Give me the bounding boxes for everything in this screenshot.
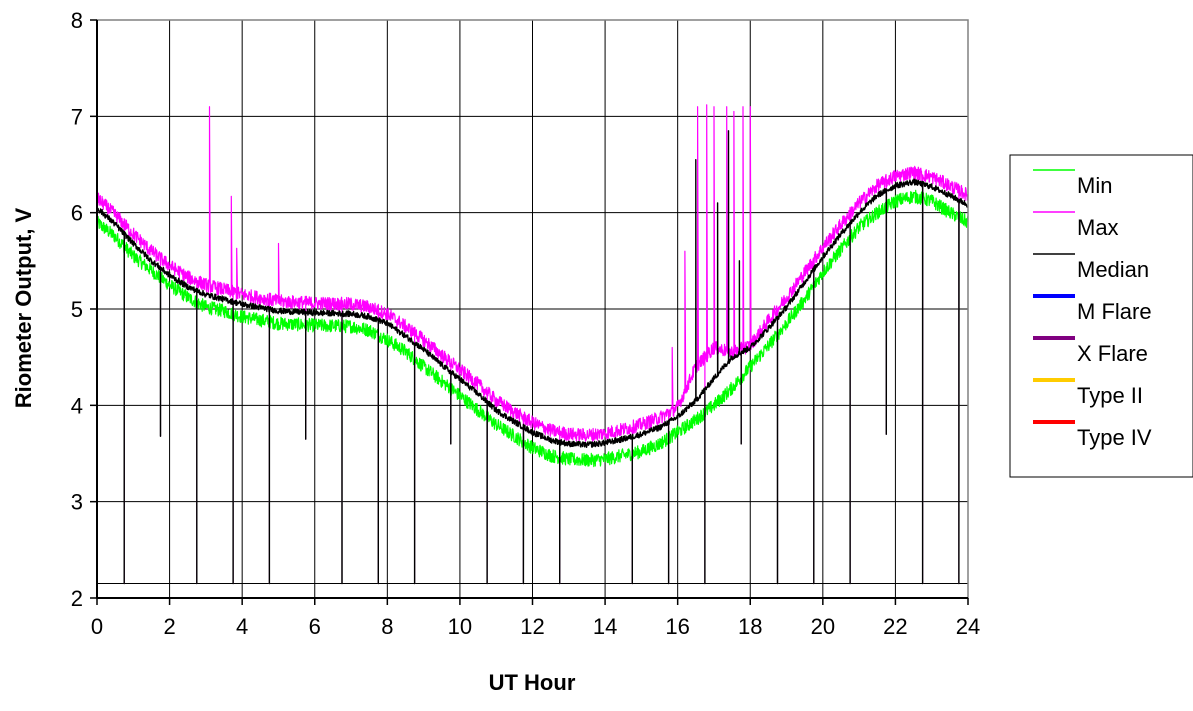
legend-label-type-ii: Type II	[1077, 383, 1143, 408]
series-line-median	[96, 130, 969, 585]
series-line-min	[96, 189, 969, 585]
legend-label-m-flare: M Flare	[1077, 299, 1152, 324]
x-tick-label: 2	[163, 614, 175, 639]
y-tick-label: 2	[71, 586, 83, 611]
legend-label-type-iv: Type IV	[1077, 425, 1152, 450]
series-layer	[96, 104, 969, 585]
y-tick-label: 4	[71, 393, 83, 418]
x-tick-label: 4	[236, 614, 248, 639]
series-line-max	[96, 104, 969, 585]
x-axis-title: UT Hour	[489, 670, 576, 695]
y-tick-label: 5	[71, 297, 83, 322]
x-tick-label: 16	[665, 614, 689, 639]
legend-label-max: Max	[1077, 215, 1119, 240]
x-tick-label: 18	[738, 614, 762, 639]
x-tick-label: 0	[91, 614, 103, 639]
y-tick-label: 6	[71, 201, 83, 226]
x-tick-label: 10	[448, 614, 472, 639]
x-tick-label: 12	[520, 614, 544, 639]
legend-label-min: Min	[1077, 173, 1112, 198]
x-tick-label: 8	[381, 614, 393, 639]
legend-label-x-flare: X Flare	[1077, 341, 1148, 366]
x-tick-label: 22	[883, 614, 907, 639]
y-axis-title: Riometer Output, V	[11, 207, 36, 408]
x-tick-label: 24	[956, 614, 980, 639]
y-tick-label: 3	[71, 490, 83, 515]
x-tick-label: 6	[309, 614, 321, 639]
x-tick-label: 20	[811, 614, 835, 639]
legend: Min Max Median M Flare X Flare Type II Type IV	[1009, 154, 1193, 478]
legend-label-median: Median	[1077, 257, 1149, 282]
x-tick-label: 14	[593, 614, 617, 639]
y-tick-label: 8	[71, 8, 83, 33]
y-tick-label: 7	[71, 104, 83, 129]
